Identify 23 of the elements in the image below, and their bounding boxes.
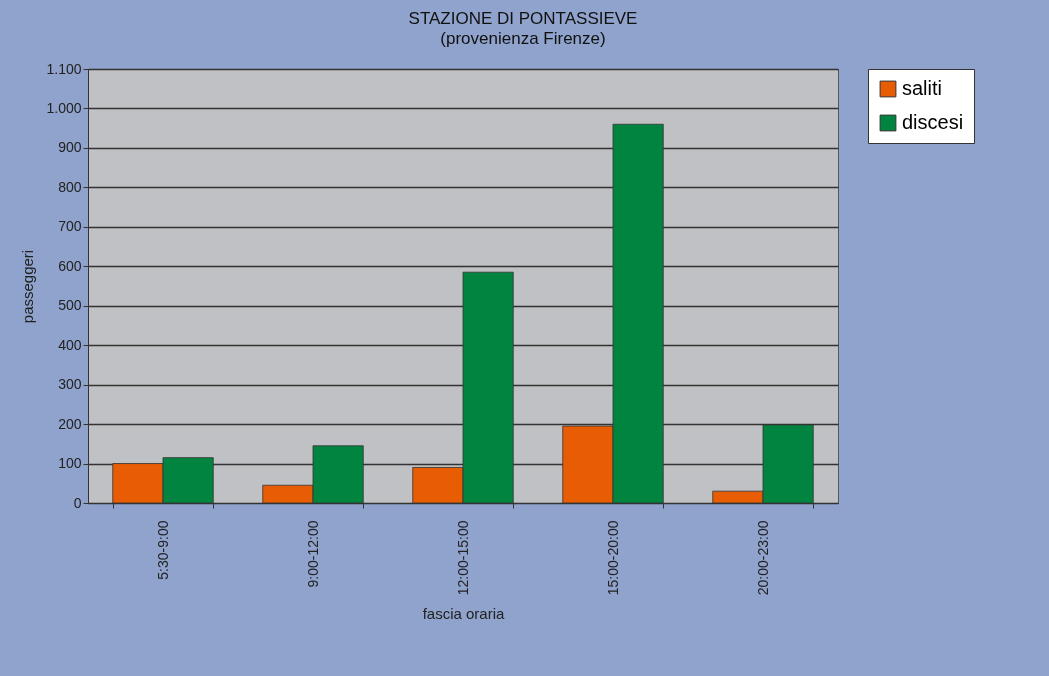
legend-label: discesi [902,111,964,133]
x-tick-label: 20:00-23:00 [754,520,771,596]
y-tick-label: 500 [58,297,82,314]
y-tick-label: 700 [58,218,82,235]
y-tick-label: 800 [58,178,82,195]
y-axis-title: passeggeri [19,249,37,324]
y-tick-label: 400 [58,336,82,353]
y-tick-label: 1.100 [46,60,82,77]
y-tick-label: 0 [73,494,82,511]
chart-title: STAZIONE DI PONTASSIEVE [408,9,638,28]
y-tick-label: 200 [58,415,82,432]
y-tick-label: 100 [58,455,82,472]
x-axis-title: fascia oraria [422,605,506,623]
y-tick-label: 1.000 [46,99,82,116]
x-tick-label: 9:00-12:00 [304,520,321,588]
x-tick-label: 5:30-9:00 [154,520,171,580]
y-tick-label: 600 [58,257,82,274]
legend-label: saliti [902,77,943,99]
y-tick-label: 300 [58,376,82,393]
x-tick-label: 12:00-15:00 [454,520,471,596]
chart-subtitle: (provenienza Firenze) [440,29,606,48]
x-tick-label: 15:00-20:00 [604,520,621,596]
y-tick-label: 900 [58,139,82,156]
